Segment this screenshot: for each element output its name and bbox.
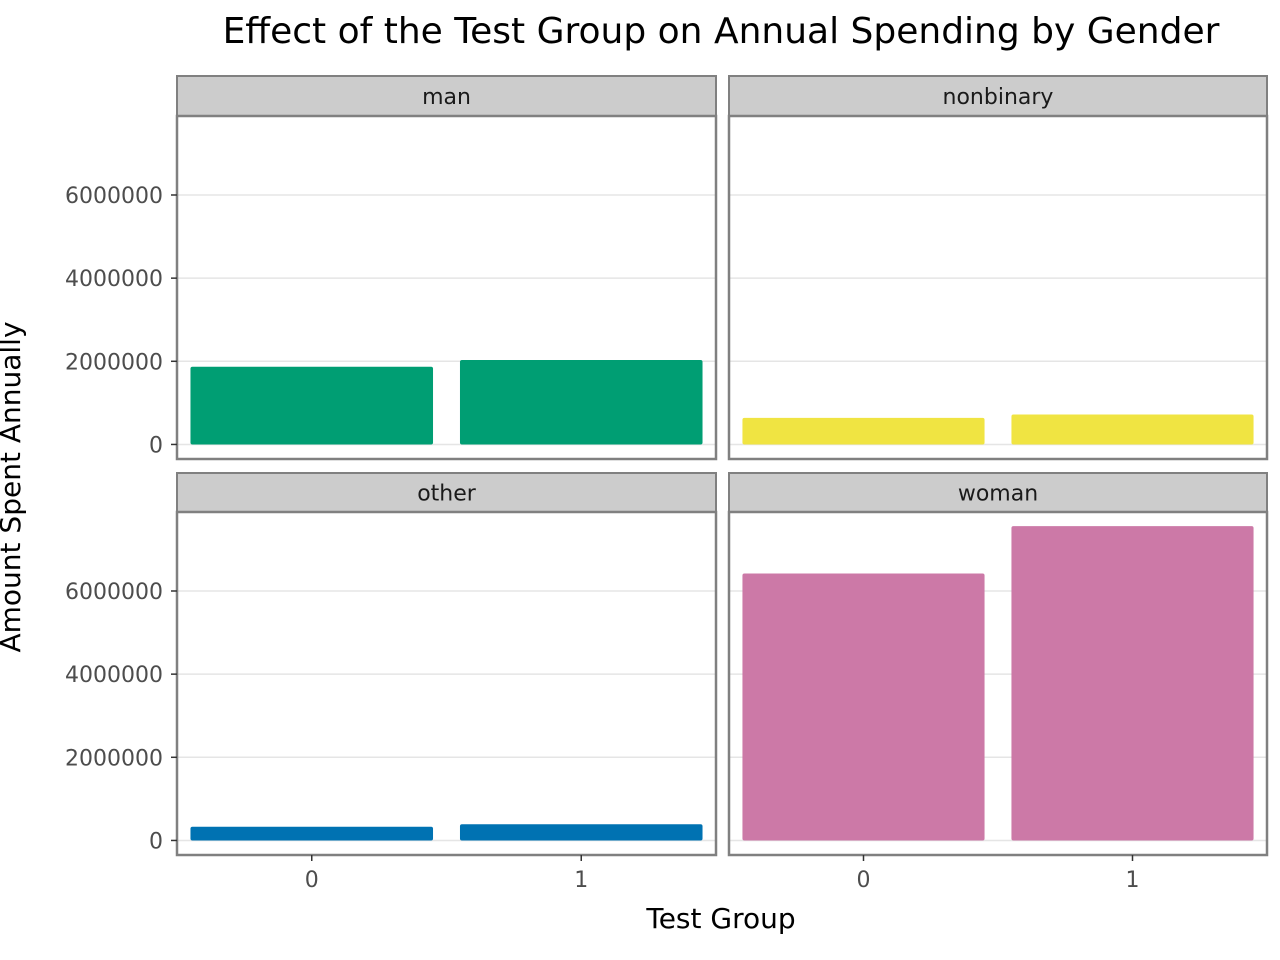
facet-panel-other <box>177 512 716 855</box>
y-tick-label: 2000000 <box>65 350 163 375</box>
facet-panel-border <box>727 510 1269 857</box>
facet-panel-border <box>175 114 718 461</box>
y-tick-label: 0 <box>149 829 163 854</box>
y-tick-label: 6000000 <box>65 580 163 605</box>
y-tick-label: 6000000 <box>65 184 163 209</box>
facet-strip-label: nonbinary <box>943 85 1054 110</box>
x-tick-label: 1 <box>574 868 588 893</box>
bar-woman-1 <box>1011 526 1254 841</box>
y-axis-title: Amount Spent Annually <box>0 321 27 652</box>
bar-man-0 <box>190 366 434 445</box>
facet-strip-label: other <box>417 482 477 507</box>
bar-other-0 <box>190 826 434 841</box>
facet-panel-nonbinary <box>729 116 1267 459</box>
facet-strip-woman <box>728 472 1268 513</box>
bar-other-1 <box>459 824 703 841</box>
facet-panel-border <box>727 114 1269 461</box>
facet-panel-border <box>175 510 718 857</box>
facet-strip-label: woman <box>958 482 1038 507</box>
facet-strip-nonbinary <box>728 75 1268 117</box>
y-tick-label: 2000000 <box>65 746 163 771</box>
y-tick-label: 0 <box>149 433 163 458</box>
x-tick-label: 0 <box>857 868 871 893</box>
bar-nonbinary-0 <box>742 417 985 445</box>
bar-man-1 <box>459 360 703 445</box>
facet-strip-man <box>176 75 717 117</box>
x-tick-label: 0 <box>305 868 319 893</box>
facet-strip-label: man <box>422 85 471 110</box>
bar-nonbinary-1 <box>1011 414 1254 445</box>
y-tick-label: 4000000 <box>65 267 163 292</box>
x-axis-title: Test Group <box>645 902 795 935</box>
bar-woman-0 <box>742 573 985 841</box>
chart-title: Effect of the Test Group on Annual Spend… <box>223 11 1220 52</box>
x-tick-label: 1 <box>1126 868 1140 893</box>
y-tick-label: 4000000 <box>65 663 163 688</box>
facet-panels: man 0 2000000 4000000 6000000 nonbinary other 0… <box>65 75 1269 893</box>
